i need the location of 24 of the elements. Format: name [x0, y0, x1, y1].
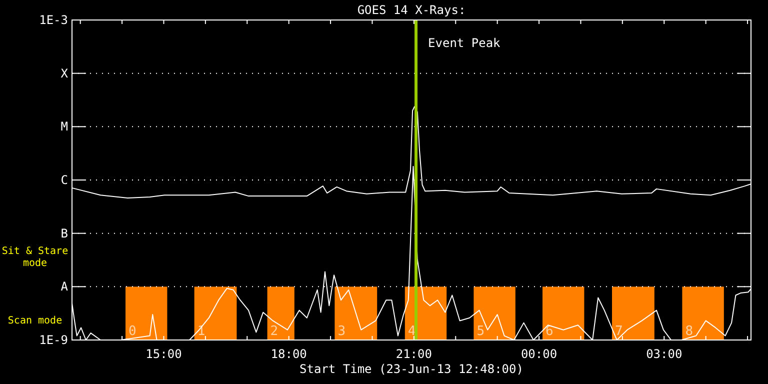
ref-line-label: Event Peak [428, 36, 502, 50]
x-tick-label: 18:00 [270, 347, 307, 361]
text: Scan mode [8, 315, 62, 326]
band-label: 1 [197, 324, 206, 339]
band-label: 7 [615, 324, 623, 339]
x-tick-label: 21:00 [396, 347, 432, 361]
y-tick-label: C [60, 173, 68, 187]
y-tick-label: M [60, 120, 68, 134]
y-tick-label: 1E-3 [39, 13, 68, 27]
chart-title: GOES 14 X-Rays: [357, 3, 466, 17]
x-axis-title: Start Time (23-Jun-13 12:48:00) [300, 362, 524, 376]
y-tick-label: 1E-9 [39, 333, 68, 347]
band-label: 5 [476, 324, 485, 339]
band-label: 3 [338, 324, 346, 339]
band-label: 0 [128, 324, 136, 339]
text: Sit & Stare mode [2, 246, 68, 269]
y-tick-label: A [60, 280, 69, 294]
x-tick-label: 15:00 [146, 347, 182, 361]
y-tick-label: X [60, 66, 69, 80]
band-label: 8 [685, 324, 694, 339]
x-tick-label: 00:00 [520, 347, 558, 361]
x-tick-label: 03:00 [646, 347, 682, 361]
band-label: 2 [270, 324, 278, 339]
y-tick-label: B [60, 226, 68, 240]
